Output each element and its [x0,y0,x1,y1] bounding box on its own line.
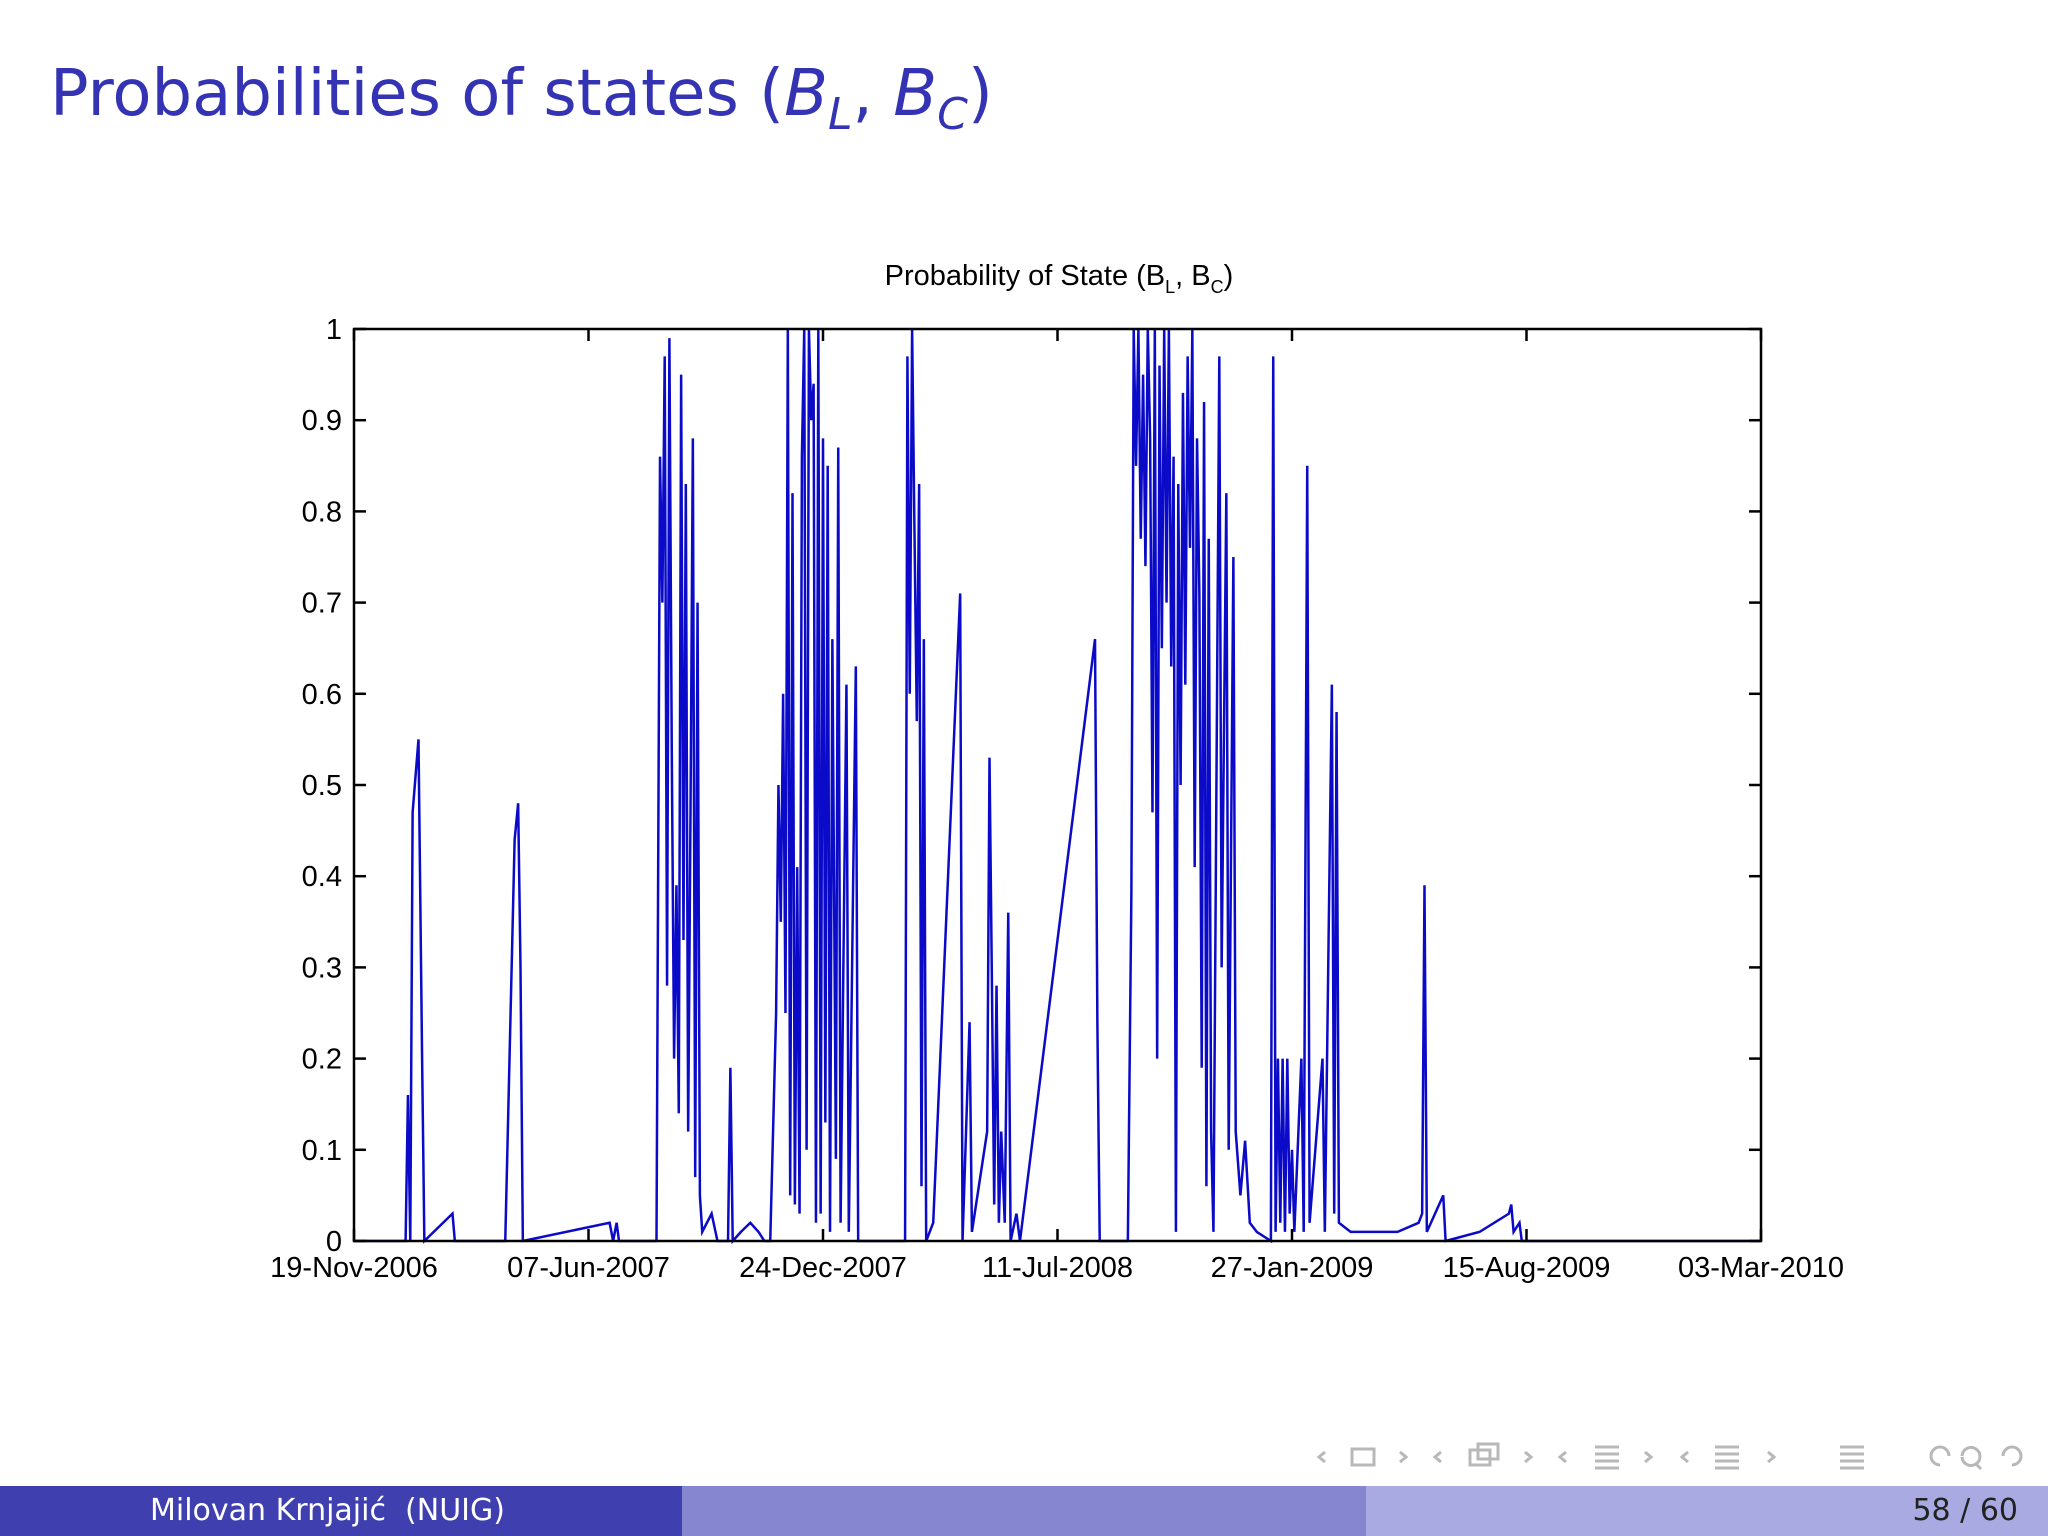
footer-mid [682,1486,1366,1536]
footer-page: 58 / 60 [1912,1493,2018,1528]
x-tick-label: 07-Jun-2007 [507,1252,670,1284]
x-tick-label: 19-Nov-2006 [270,1252,438,1284]
title-part: L [828,89,853,140]
footer-author: Milovan Krnjajić (NUIG) [150,1493,505,1528]
slide-title: Probabilities of states (BL, BC) [50,57,993,140]
chart-title-part: , B [1175,260,1210,292]
plot-frame [352,327,1763,1243]
y-tick-label: 0.9 [302,405,342,437]
chart-title: Probability of State (BL, BC) [885,260,1234,297]
x-tick-label: 03-Mar-2010 [1678,1252,1844,1284]
x-tick-label: 15-Aug-2009 [1443,1252,1611,1284]
y-tick-label: 0.3 [302,952,342,984]
y-tick-label: 0.5 [302,770,342,802]
y-tick-label: 0 [326,1226,342,1258]
y-tick-label: 1 [326,314,342,346]
series-line [354,328,1761,1245]
title-part: B [893,57,937,131]
footer-right [1366,1486,2048,1536]
x-tick-label: 27-Jan-2009 [1211,1252,1374,1284]
title-part: Probabilities of states ( [50,57,784,131]
chart-title-part: ) [1224,260,1234,292]
chart-title-part: Probability of State (B [885,260,1165,292]
y-tick-label: 0.7 [302,588,342,620]
x-tick-label: 11-Jul-2008 [982,1252,1133,1284]
x-tick-label: 24-Dec-2007 [739,1252,907,1284]
y-tick-label: 0.8 [302,496,342,528]
y-tick-label: 0.4 [302,861,342,893]
chart-title-part: L [1165,277,1175,297]
y-tick-label: 0.6 [302,679,342,711]
y-tick-label: 0.2 [302,1044,342,1076]
chart-title-part: C [1211,277,1224,297]
title-part: , [853,57,894,131]
title-part: C [937,89,968,140]
nav-icons [1316,1442,2023,1471]
title-part: B [784,57,828,131]
title-part: ) [968,57,993,131]
footer-left [0,1486,682,1536]
y-tick-label: 0.1 [302,1135,342,1167]
plot [354,328,1761,1245]
